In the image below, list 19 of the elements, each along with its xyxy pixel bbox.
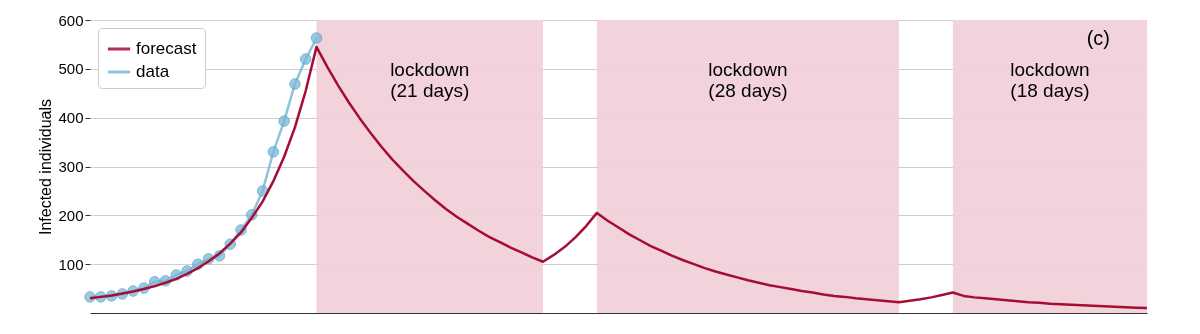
y-tick-label: 300 bbox=[58, 158, 84, 175]
y-axis-title: Infected individuals bbox=[37, 98, 55, 236]
y-tick-label: 500 bbox=[58, 60, 84, 78]
point bbox=[299, 53, 312, 65]
annotation: lockdown (18 days) bbox=[1010, 59, 1090, 102]
y-tick-label: 400 bbox=[58, 109, 84, 127]
legend-label: forecast bbox=[136, 39, 197, 58]
y-tick-label: 100 bbox=[58, 255, 84, 273]
annotation: lockdown (21 days) bbox=[390, 59, 470, 102]
point bbox=[289, 78, 301, 90]
point bbox=[310, 32, 323, 44]
point bbox=[256, 185, 269, 197]
annotation: (c) bbox=[1086, 26, 1111, 49]
y-tick-label: 600 bbox=[58, 11, 84, 29]
point bbox=[267, 146, 280, 158]
y-tick-label: 200 bbox=[58, 206, 84, 224]
point bbox=[278, 115, 290, 127]
legend-label: data bbox=[136, 62, 170, 81]
annotation: lockdown (28 days) bbox=[708, 59, 788, 102]
